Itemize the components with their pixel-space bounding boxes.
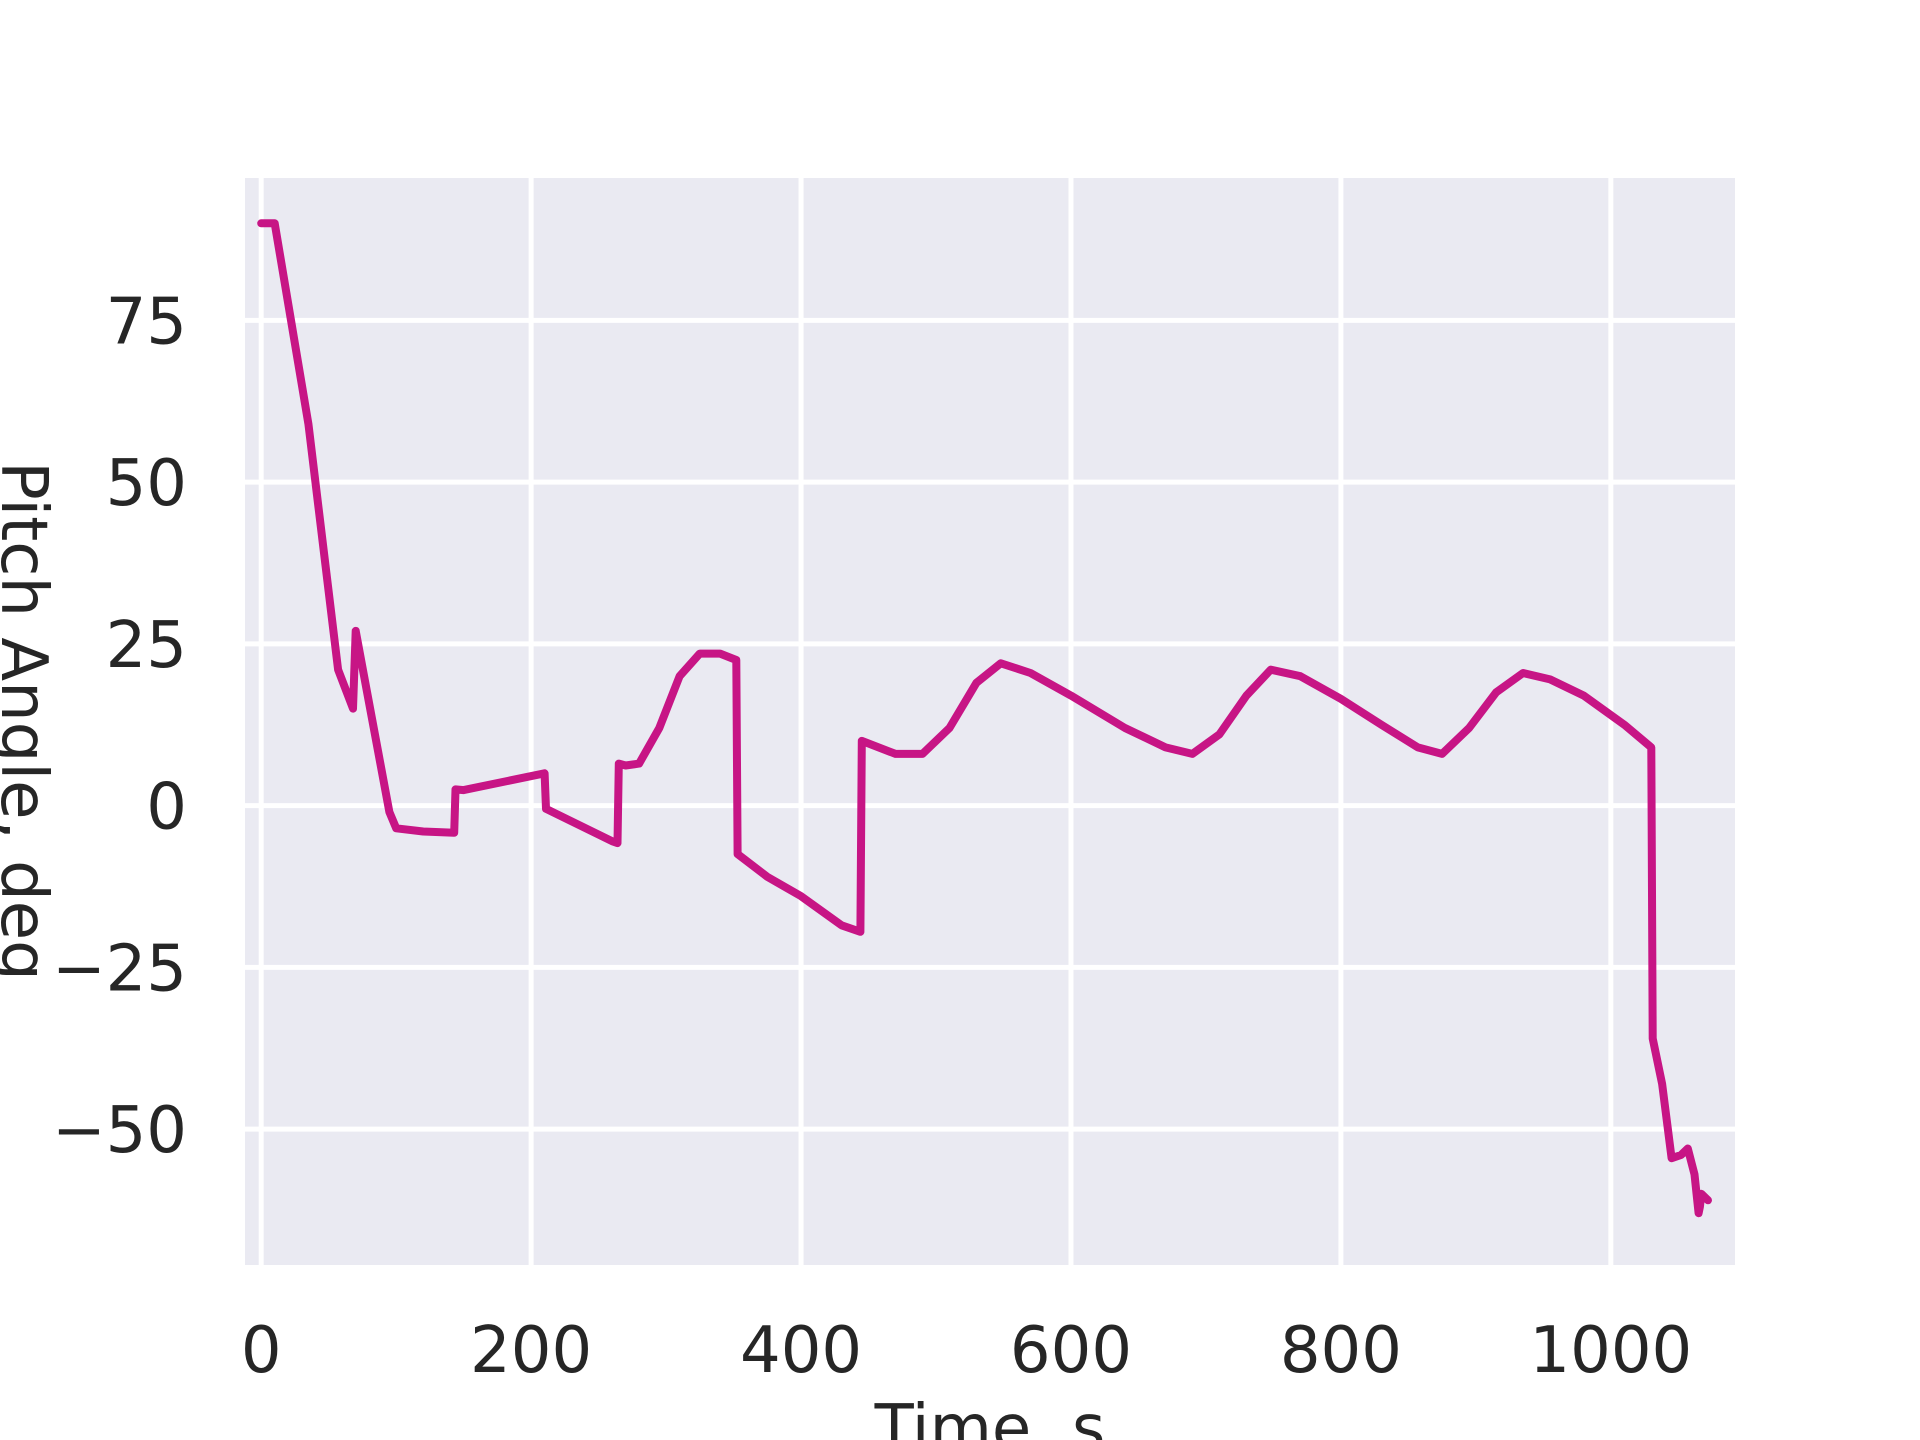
x-tick-label: 0 [241, 1314, 282, 1388]
x-axis-label: Time, s [874, 1392, 1106, 1440]
series-layer [257, 219, 1712, 1218]
x-tick-label: 600 [1010, 1314, 1132, 1388]
x-axis-ticks: 0 200 400 600 800 1000 [241, 1314, 1692, 1388]
y-tick-label: 50 [106, 447, 187, 521]
y-tick-label: 0 [146, 771, 187, 845]
x-tick-label: 400 [740, 1314, 862, 1388]
y-axis-label: Pitch Angle, deg [0, 461, 60, 981]
y-axis-ticks: −50 −25 0 25 50 75 [52, 285, 187, 1168]
y-tick-label: 25 [106, 609, 187, 683]
plot-area [245, 178, 1735, 1265]
x-tick-label: 800 [1280, 1314, 1402, 1388]
grid-lines [245, 178, 1735, 1265]
y-tick-label: −50 [52, 1094, 187, 1168]
y-tick-label: −25 [52, 932, 187, 1006]
series-line [257, 219, 1712, 1218]
x-tick-label: 1000 [1529, 1314, 1692, 1388]
y-tick-label: 75 [106, 285, 187, 359]
x-tick-label: 200 [470, 1314, 592, 1388]
